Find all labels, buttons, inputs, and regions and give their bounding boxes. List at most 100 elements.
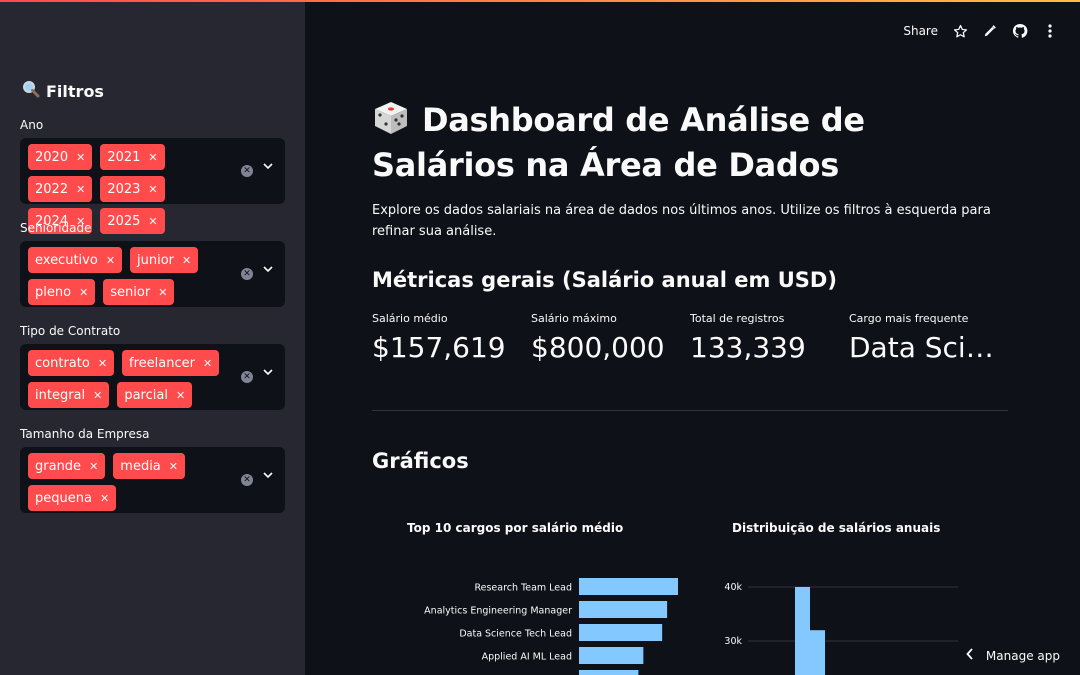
chevron-down-icon[interactable] xyxy=(263,264,273,274)
metric-label: Total de registros xyxy=(690,312,785,325)
header-toolbar: Share xyxy=(903,20,1058,42)
chip-remove-icon[interactable]: ✕ xyxy=(76,214,86,228)
bar xyxy=(579,670,639,675)
chip-label: 2020 xyxy=(35,149,69,165)
chip-label: 2021 xyxy=(107,149,141,165)
chip-remove-icon[interactable]: ✕ xyxy=(76,182,86,196)
chip-remove-icon[interactable]: ✕ xyxy=(105,253,116,267)
chip-label: pleno xyxy=(35,284,72,300)
chip-label: contrato xyxy=(35,355,90,371)
pencil-icon[interactable] xyxy=(982,23,998,39)
magnifier-icon xyxy=(22,80,40,102)
chip: senior ✕ xyxy=(103,279,175,305)
sidebar: Filtros Ano 2020 ✕ 2021 ✕ 2022 ✕ 2023 ✕ 2024… xyxy=(0,0,305,675)
metrics-row: Salário médio $157,619 Salário máximo $8… xyxy=(372,312,1008,364)
chip: executivo ✕ xyxy=(28,247,123,273)
metrics-heading: Métricas gerais (Salário anual em USD) xyxy=(372,268,837,292)
chip-remove-icon[interactable]: ✕ xyxy=(175,388,186,402)
clear-all-icon[interactable]: ✕ xyxy=(241,268,253,280)
chip-remove-icon[interactable]: ✕ xyxy=(79,285,89,299)
multiselect-ano[interactable]: 2020 ✕ 2021 ✕ 2022 ✕ 2023 ✕ 2024 ✕ 2025 ✕ ✕ xyxy=(20,138,285,234)
bar-label: Analytics Engineering Manager xyxy=(424,606,572,617)
metric-label: Cargo mais frequente xyxy=(849,312,969,325)
chip-label: parcial xyxy=(124,387,168,403)
manage-app-label: Manage app xyxy=(985,648,1060,663)
chip-label: grande xyxy=(35,458,82,474)
chip: 2021 ✕ xyxy=(100,144,165,170)
y-tick-label: 40k xyxy=(724,582,742,593)
chip-remove-icon[interactable]: ✕ xyxy=(202,356,213,370)
filter-label: Ano xyxy=(20,118,44,132)
metric-label: Salário máximo xyxy=(531,312,617,325)
chip-remove-icon[interactable]: ✕ xyxy=(158,285,168,299)
chip: 2020 ✕ xyxy=(28,144,93,170)
top-decoration-stripe xyxy=(0,0,1080,2)
multiselect-tipo-contrato[interactable]: contrato ✕ freelancer ✕ integral ✕ parcial ✕… xyxy=(20,344,285,410)
metric-card: Total de registros 133,339 xyxy=(690,312,849,364)
multiselect-senioridade[interactable]: executivo ✕ junior ✕ pleno ✕ senior ✕ ✕ xyxy=(20,241,285,307)
chip: parcial ✕ xyxy=(117,382,193,408)
chip: 2025 ✕ xyxy=(100,208,165,234)
filter-label: Senioridade xyxy=(20,221,92,235)
github-icon[interactable] xyxy=(1012,23,1028,39)
chip-remove-icon[interactable]: ✕ xyxy=(93,388,103,402)
chip-remove-icon[interactable]: ✕ xyxy=(168,459,178,473)
chip-remove-icon[interactable]: ✕ xyxy=(99,491,110,505)
filter-label: Tamanho da Empresa xyxy=(20,427,150,441)
more-vertical-icon[interactable] xyxy=(1042,23,1058,39)
divider xyxy=(372,410,1008,411)
chip: pequena ✕ xyxy=(28,485,117,511)
page-title-text: Dashboard de Análise de Salários na Área… xyxy=(372,101,865,184)
share-button[interactable]: Share xyxy=(903,24,938,38)
bar xyxy=(579,624,663,641)
salary-histogram: 40k 30k xyxy=(724,582,958,675)
chip-remove-icon[interactable]: ✕ xyxy=(148,214,158,228)
star-icon[interactable] xyxy=(952,23,968,39)
page-title: Dashboard de Análise de Salários na Área… xyxy=(372,98,1008,188)
manage-app-button[interactable]: Manage app xyxy=(966,648,1060,663)
clear-all-icon[interactable]: ✕ xyxy=(241,371,253,383)
filter-label: Tipo de Contrato xyxy=(20,324,121,338)
chip-label: 2023 xyxy=(107,181,141,197)
bar-label: Data Science Tech Lead xyxy=(459,629,572,640)
chip: integral ✕ xyxy=(28,382,110,408)
clear-all-icon[interactable]: ✕ xyxy=(241,474,253,486)
filter-tamanho-empresa: Tamanho da Empresa grande ✕ media ✕ pequen… xyxy=(20,427,285,513)
chip-label: senior xyxy=(110,284,151,300)
multiselect-tamanho-empresa[interactable]: grande ✕ media ✕ pequena ✕ ✕ xyxy=(20,447,285,513)
chip: 2022 ✕ xyxy=(28,176,93,202)
filter-senioridade: Senioridade executivo ✕ junior ✕ pleno ✕ se… xyxy=(20,221,285,307)
bar-label: Applied AI ML Lead xyxy=(482,652,572,663)
clear-all-icon[interactable]: ✕ xyxy=(241,165,253,177)
chip: 2023 ✕ xyxy=(100,176,165,202)
metric-value: $157,619 xyxy=(372,331,506,364)
chip-label: 2024 xyxy=(35,213,69,229)
chip: pleno ✕ xyxy=(28,279,96,305)
bar xyxy=(579,578,678,595)
top-cargos-bar-chart: Research Team Lead Analytics Engineering … xyxy=(424,578,678,675)
chevron-down-icon[interactable] xyxy=(263,470,273,480)
chip: media ✕ xyxy=(113,453,185,479)
chip-label: pequena xyxy=(35,490,92,506)
chevron-down-icon[interactable] xyxy=(263,161,273,171)
filter-tipo-contrato: Tipo de Contrato contrato ✕ freelancer ✕ i… xyxy=(20,324,285,410)
chip-remove-icon[interactable]: ✕ xyxy=(148,182,158,196)
metric-card: Cargo mais frequente Data Scientist xyxy=(849,312,1008,364)
filter-ano: Ano 2020 ✕ 2021 ✕ 2022 ✕ 2023 ✕ 2024 ✕ 2025 ✕ … xyxy=(20,118,285,234)
chip-remove-icon[interactable]: ✕ xyxy=(148,150,158,164)
chip: grande ✕ xyxy=(28,453,106,479)
chip-label: integral xyxy=(35,387,86,403)
chip-remove-icon[interactable]: ✕ xyxy=(97,356,108,370)
chevron-left-icon xyxy=(966,648,974,663)
chip-label: freelancer xyxy=(129,355,195,371)
chevron-down-icon[interactable] xyxy=(263,367,273,377)
chip: freelancer ✕ xyxy=(122,350,220,376)
chip-label: 2025 xyxy=(107,213,141,229)
metric-value: $800,000 xyxy=(531,331,665,364)
chip-remove-icon[interactable]: ✕ xyxy=(89,459,99,473)
metric-label: Salário médio xyxy=(372,312,448,325)
chip-remove-icon[interactable]: ✕ xyxy=(76,150,86,164)
chip-remove-icon[interactable]: ✕ xyxy=(182,253,192,267)
bar-label: Research Team Lead xyxy=(474,583,572,594)
y-tick-label: 30k xyxy=(724,636,742,647)
